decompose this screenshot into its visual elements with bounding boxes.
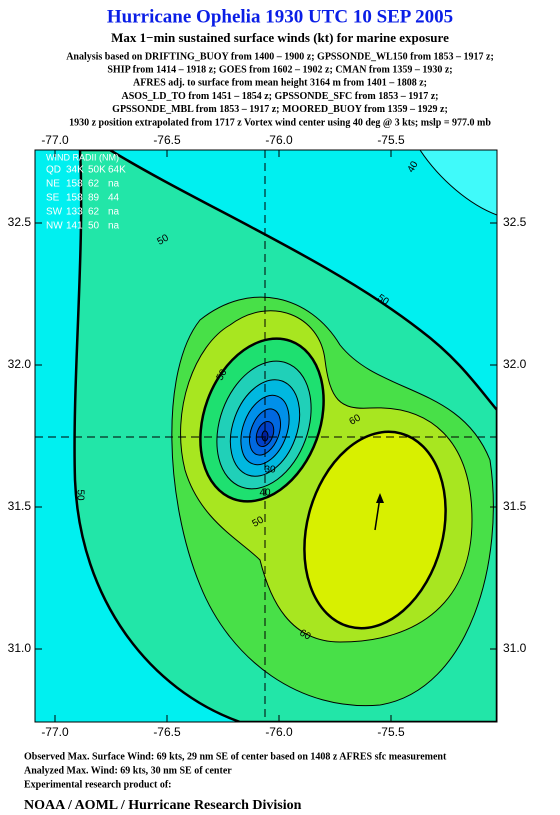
analysis-line: SHIP from 1414 – 1918 z; GOES from 1602 … xyxy=(107,64,452,75)
x-tick-label: -77.0 xyxy=(41,133,69,147)
footer-line: Experimental research product of: xyxy=(24,779,171,790)
x-tick-label: -76.5 xyxy=(153,133,181,147)
contour-label: 60 xyxy=(297,628,313,643)
y-tick-label: 32.0 xyxy=(8,357,32,371)
y-tick-label: 32.5 xyxy=(503,215,527,229)
y-tick-label: 31.5 xyxy=(503,499,527,513)
wind-radii-cell: 141 xyxy=(66,221,83,232)
wind-radii-cell: 44 xyxy=(108,193,120,204)
wind-radii-header: 50K xyxy=(88,165,106,176)
analysis-line: GPSSONDE_MBL from 1853 – 1917 z; MOORED_… xyxy=(112,104,448,115)
y-tick-label: 31.5 xyxy=(8,499,32,513)
x-tick-label: -76.0 xyxy=(265,133,293,147)
y-tick-label: 32.0 xyxy=(503,357,527,371)
wind-radii-title: WIND RADII (NM) xyxy=(46,152,119,162)
y-tick-label: 32.5 xyxy=(8,215,32,229)
title: Hurricane Ophelia 1930 UTC 10 SEP 2005 xyxy=(107,6,453,27)
wind-radii-cell: 158 xyxy=(66,193,83,204)
analysis-line: 1930 z position extrapolated from 1717 z… xyxy=(69,117,491,128)
dynamic: Analysis based on DRIFTING_BUOY from 140… xyxy=(8,51,527,790)
contour-map xyxy=(35,150,497,722)
wind-radii-cell: 62 xyxy=(88,179,100,190)
contour-label: 50 xyxy=(74,489,85,501)
wind-radii-cell: 133 xyxy=(66,207,83,218)
analysis-line: Analysis based on DRIFTING_BUOY from 140… xyxy=(66,51,494,62)
analysis-line: ASOS_LD_TO from 1451 – 1854 z; GPSSONDE_… xyxy=(122,91,439,102)
wind-radii-cell: na xyxy=(108,221,120,232)
x-tick-label: -75.5 xyxy=(377,133,405,147)
wind-radii-cell: SW xyxy=(46,207,63,218)
wind-radii-header: 64K xyxy=(108,165,126,176)
subtitle: Max 1−min sustained surface winds (kt) f… xyxy=(111,30,449,45)
wind-radii-cell: 89 xyxy=(88,193,100,204)
wind-radii-header: QD xyxy=(46,165,61,176)
contour-label: 50 xyxy=(215,367,230,383)
footer-line: Analyzed Max. Wind: 69 kts, 30 nm SE of … xyxy=(24,765,232,776)
x-tick-label: -77.0 xyxy=(41,725,69,739)
contour-label: 60 xyxy=(348,412,364,427)
x-tick-label: -76.5 xyxy=(153,725,181,739)
y-tick-label: 31.0 xyxy=(8,641,32,655)
wind-radii-cell: 62 xyxy=(88,207,100,218)
wind-radii-cell: SE xyxy=(46,193,60,204)
footer-line: Observed Max. Surface Wind: 69 kts, 29 n… xyxy=(24,751,447,762)
contour-label: 40 xyxy=(406,159,421,175)
contour-label: 30 xyxy=(264,465,276,476)
wind-radii-cell: NE xyxy=(46,179,60,190)
x-tick-label: -76.0 xyxy=(265,725,293,739)
x-tick-label: -75.5 xyxy=(377,725,405,739)
plot-frame xyxy=(34,149,498,723)
wind-radii-cell: na xyxy=(108,179,120,190)
contour-label: 50 xyxy=(251,514,267,529)
y-tick-label: 31.0 xyxy=(503,641,527,655)
contour-label: 50 xyxy=(156,232,172,247)
wind-radii-cell: NW xyxy=(46,221,63,232)
credit: NOAA / AOML / Hurricane Research Divisio… xyxy=(24,798,302,813)
wind-radii-cell: 158 xyxy=(66,179,83,190)
wind-radii-cell: na xyxy=(108,207,120,218)
analysis-line: AFRES adj. to surface from mean height 3… xyxy=(133,78,427,89)
contour-label: 40 xyxy=(259,488,271,499)
wind-radii-header: 34K xyxy=(66,165,84,176)
wind-radii-cell: 50 xyxy=(88,221,100,232)
